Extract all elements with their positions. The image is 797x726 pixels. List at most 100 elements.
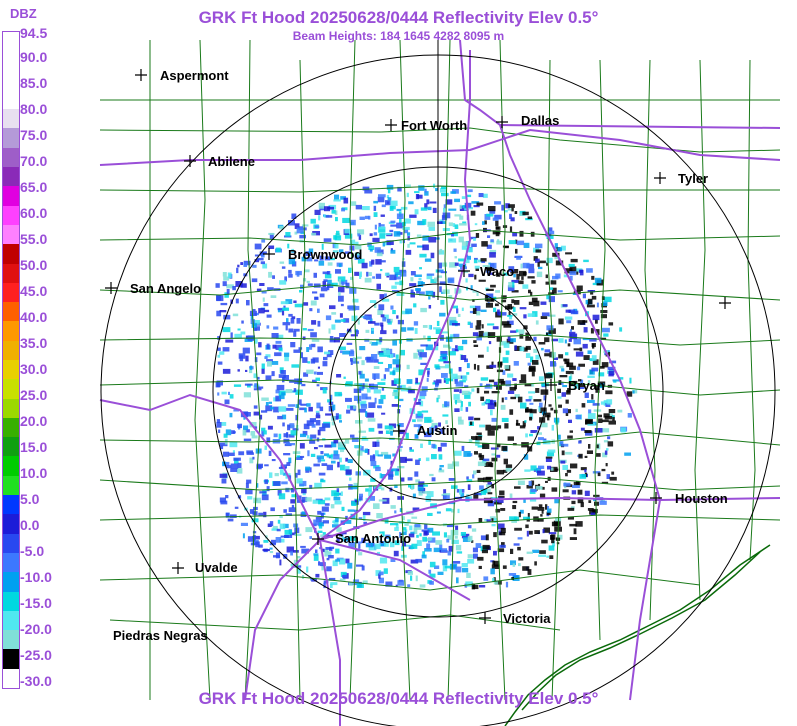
echo-cell (549, 287, 554, 290)
echo-cell (600, 401, 608, 405)
echo-cell (440, 299, 445, 305)
echo-cell (523, 498, 526, 503)
echo-cell (476, 311, 481, 316)
echo-cell (467, 189, 473, 193)
echo-cell (401, 261, 406, 267)
echo-cell (589, 338, 597, 342)
echo-cell (375, 536, 379, 541)
echo-cell (502, 565, 507, 569)
echo-cell (496, 272, 501, 277)
echo-cell (593, 494, 600, 497)
echo-cell (454, 450, 462, 456)
echo-cell (251, 323, 257, 328)
echo-cell (525, 408, 533, 413)
echo-cell (359, 346, 366, 351)
echo-cell (545, 480, 548, 483)
echo-cell (557, 534, 563, 540)
echo-cell (249, 509, 255, 514)
echo-cell (252, 456, 255, 460)
echo-cell (362, 511, 371, 516)
echo-cell (439, 465, 444, 468)
echo-cell (451, 539, 459, 544)
echo-cell (317, 320, 321, 327)
echo-cell (629, 377, 632, 384)
echo-cell (569, 271, 577, 276)
echo-cell (582, 293, 586, 299)
echo-cell (550, 407, 554, 411)
echo-cell (364, 338, 370, 342)
echo-cell (399, 240, 402, 244)
echo-cell (293, 328, 300, 332)
legend-swatch (3, 417, 19, 438)
echo-cell (525, 336, 532, 341)
legend-label: 10.0 (20, 465, 48, 481)
echo-cell (462, 536, 471, 542)
echo-cell (454, 198, 460, 203)
echo-cell (512, 232, 518, 237)
echo-cell (408, 201, 414, 205)
echo-cell (587, 375, 595, 378)
echo-cell (436, 397, 439, 403)
echo-cell (446, 524, 455, 528)
echo-cell (444, 565, 451, 569)
echo-cell (302, 357, 308, 363)
echo-cell (222, 327, 231, 333)
echo-cell (522, 262, 530, 269)
echo-cell (318, 445, 324, 448)
echo-cell (433, 277, 438, 282)
echo-cell (513, 300, 520, 305)
echo-cell (492, 560, 496, 565)
echo-cell (221, 422, 227, 426)
echo-cell (333, 454, 340, 460)
echo-cell (485, 424, 491, 431)
echo-cell (528, 480, 532, 487)
echo-cell (558, 338, 564, 343)
echo-cell (333, 496, 341, 501)
echo-cell (591, 367, 599, 372)
echo-cell (364, 448, 368, 453)
echo-cell (334, 500, 342, 505)
echo-cell (490, 262, 497, 269)
echo-cell (235, 281, 243, 287)
echo-cell (530, 430, 538, 433)
echo-cell (512, 563, 516, 567)
echo-cell (608, 371, 614, 377)
echo-cell (266, 486, 270, 492)
echo-cell (567, 507, 575, 511)
echo-cell (416, 540, 422, 546)
echo-cell (352, 361, 360, 364)
echo-cell (546, 451, 554, 457)
echo-cell (409, 283, 417, 287)
echo-cell (327, 279, 332, 284)
echo-cell (309, 484, 313, 489)
echo-cell (318, 215, 321, 221)
echo-cell (287, 243, 290, 249)
echo-cell (405, 184, 411, 188)
echo-cell (252, 309, 256, 312)
echo-cell (278, 347, 283, 352)
echo-cell (456, 577, 459, 584)
echo-cell (339, 249, 344, 253)
echo-cell (474, 493, 482, 496)
echo-cell (417, 281, 424, 287)
echo-cell (444, 364, 450, 369)
echo-cell (550, 466, 558, 472)
echo-cell (523, 242, 530, 248)
echo-cell (279, 225, 285, 230)
echo-cell (525, 353, 531, 358)
echo-cell (484, 220, 487, 225)
echo-cell (433, 380, 437, 384)
echo-cell (374, 302, 377, 308)
echo-cell (597, 472, 601, 477)
echo-cell (299, 407, 306, 411)
echo-cell (485, 302, 493, 308)
echo-cell (494, 214, 502, 220)
echo-cell (335, 269, 341, 274)
echo-cell (604, 416, 613, 420)
echo-cell (316, 412, 320, 416)
echo-cell (526, 485, 533, 489)
echo-cell (289, 532, 297, 536)
echo-cell (354, 445, 362, 449)
echo-cell (266, 314, 272, 318)
